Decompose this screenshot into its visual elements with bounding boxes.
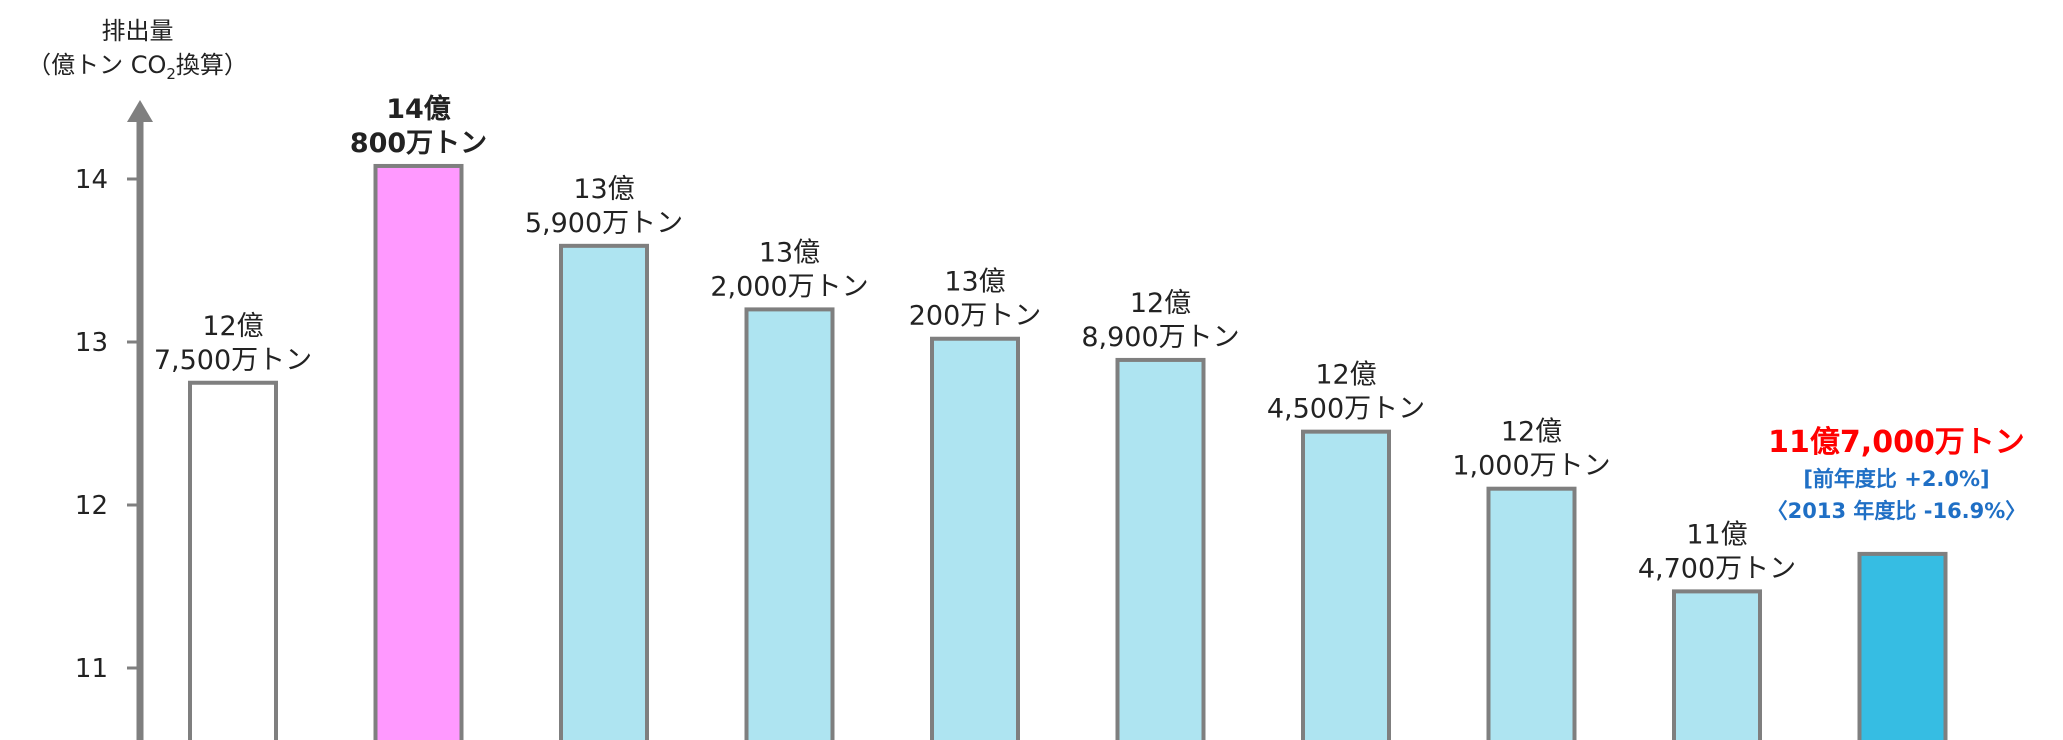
- y-axis-title-line2: （億トン CO2換算）: [20, 48, 255, 91]
- bar-label-2: 800万トン: [350, 128, 487, 159]
- highlight-vs2013-label: 〈2013 年度比 -16.9%〉: [1767, 499, 2027, 523]
- bar-label-5: 200万トン: [909, 301, 1042, 332]
- bar-8: [1486, 486, 1577, 740]
- bar-label-4: 13億: [759, 237, 820, 268]
- bar-label-6: 8,900万トン: [1081, 322, 1239, 353]
- bar-label-1: 12億: [202, 311, 263, 342]
- bar-label-8: 12億: [1501, 417, 1562, 448]
- y-tick-label: 12: [75, 491, 108, 521]
- bar-label-8: 1,000万トン: [1452, 451, 1610, 482]
- bar-6: [1115, 357, 1206, 740]
- y-axis-arrow-icon: [127, 100, 153, 122]
- y-axis-unit-post: 換算）: [175, 51, 248, 79]
- y-axis-unit-pre: （億トン CO: [27, 51, 167, 79]
- bar-label-3: 13億: [573, 174, 634, 205]
- bar-label-7: 12億: [1315, 360, 1376, 391]
- y-tick-label: 14: [75, 165, 108, 195]
- bar-2: [373, 163, 464, 740]
- bar-7: [1301, 429, 1391, 740]
- y-axis-title: 排出量 （億トン CO2換算）: [20, 14, 255, 91]
- bar-label-2: 14億: [386, 94, 451, 125]
- bar-label-5: 13億: [944, 267, 1005, 298]
- highlight-value-label: 11億7,000万トン: [1768, 425, 2025, 460]
- bar-label-3: 5,900万トン: [525, 208, 683, 239]
- bar-9: [1672, 589, 1762, 740]
- bar-label-7: 4,500万トン: [1267, 394, 1425, 425]
- bar-label-4: 2,000万トン: [710, 271, 868, 302]
- bar-3: [559, 243, 649, 740]
- y-axis-title-line1: 排出量: [101, 17, 174, 45]
- bar-5: [930, 336, 1020, 740]
- y-tick-label: 13: [75, 328, 108, 358]
- bar-10: [1857, 551, 1948, 740]
- bar-1: [188, 380, 278, 740]
- y-axis-unit-subscript: 2: [166, 64, 176, 83]
- bar-label-6: 12億: [1130, 288, 1191, 319]
- y-tick-label: 11: [75, 654, 108, 684]
- highlight-yoy-label: [前年度比 +2.0%]: [1803, 467, 1989, 491]
- bar-4: [744, 307, 835, 740]
- bar-label-9: 4,700万トン: [1638, 553, 1796, 584]
- bar-label-1: 7,500万トン: [154, 345, 312, 376]
- bar-label-9: 11億: [1686, 519, 1747, 550]
